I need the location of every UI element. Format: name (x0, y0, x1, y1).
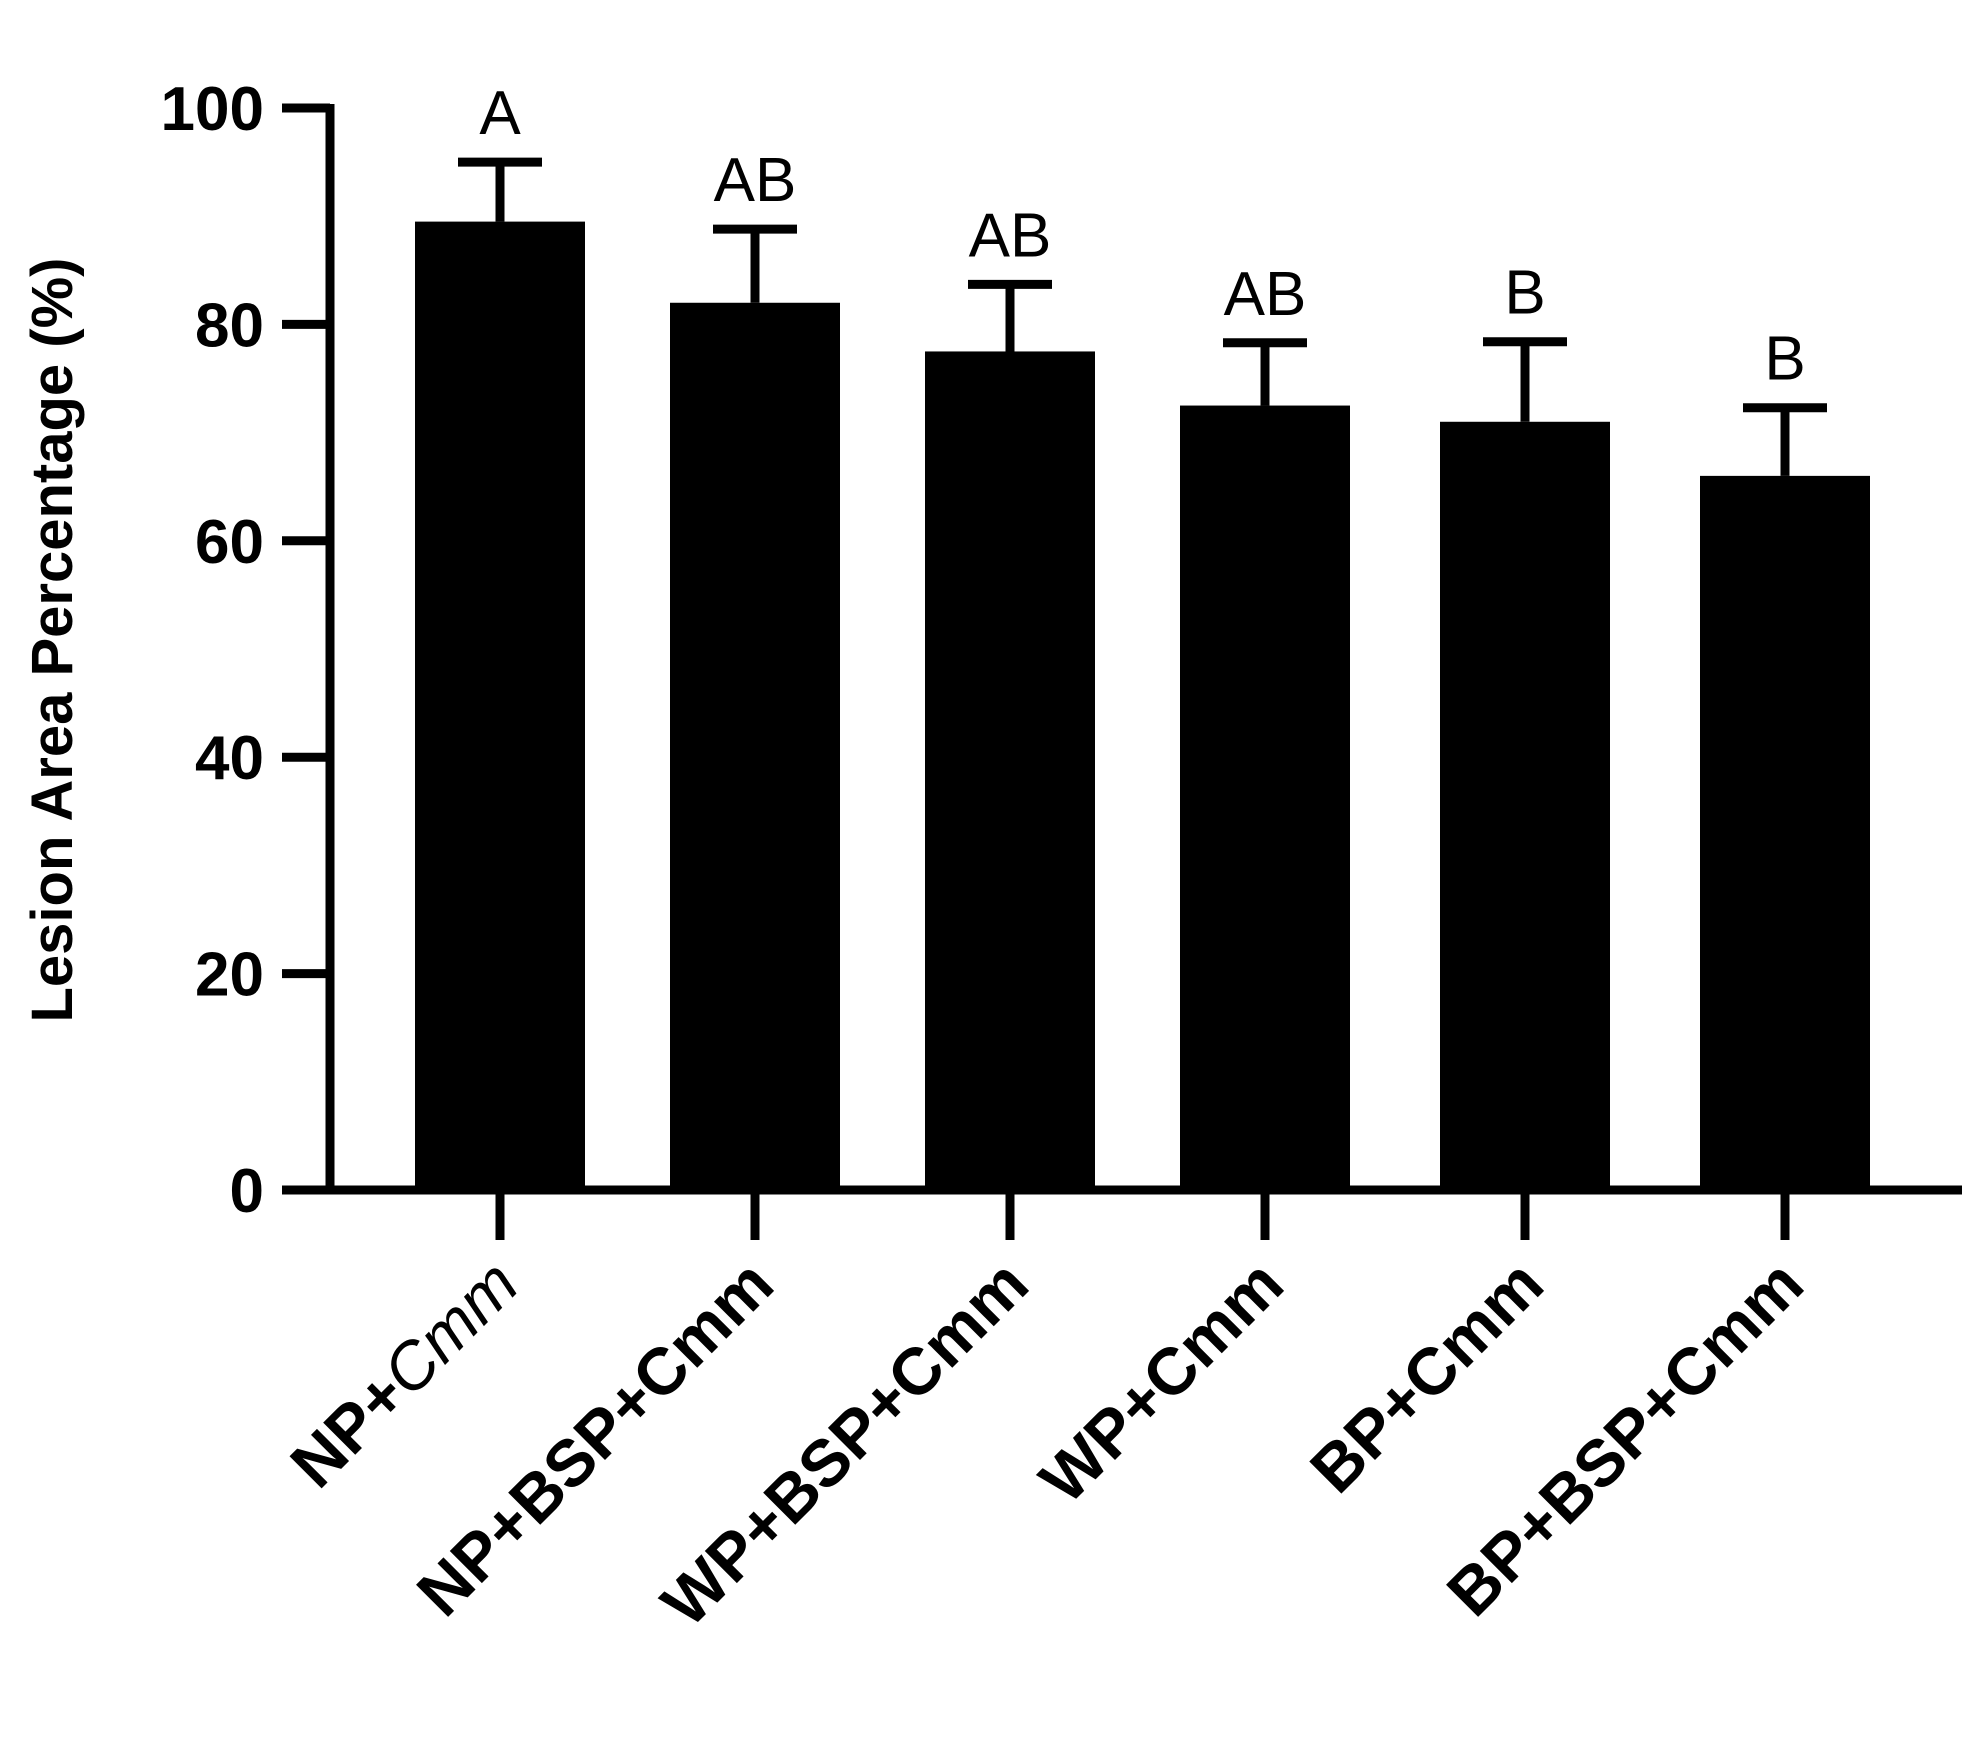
significance-label: AB (714, 146, 797, 215)
bar (1180, 405, 1350, 1190)
y-tick-label: 40 (195, 724, 264, 793)
y-tick-label: 80 (195, 291, 264, 360)
significance-label: B (1504, 259, 1545, 328)
significance-label: A (479, 79, 521, 148)
x-category-label: WP+Cmm (1025, 1246, 1296, 1517)
y-tick-label: 100 (161, 75, 264, 144)
y-tick-label: 20 (195, 941, 264, 1010)
x-category-label: NP+Cmm (276, 1246, 532, 1502)
bar (1700, 475, 1870, 1190)
y-tick-label: 60 (195, 508, 264, 577)
y-axis-title: Lesion Area Percentage (%) (20, 258, 85, 1023)
x-category-label: BP+Cmm (1296, 1246, 1557, 1507)
significance-label: AB (969, 201, 1052, 270)
significance-label: AB (1224, 260, 1307, 329)
bar (1440, 421, 1610, 1190)
bar (415, 221, 585, 1191)
significance-label: B (1764, 325, 1805, 394)
bar (925, 351, 1095, 1190)
bar (670, 302, 840, 1190)
y-tick-label: 0 (230, 1157, 264, 1226)
